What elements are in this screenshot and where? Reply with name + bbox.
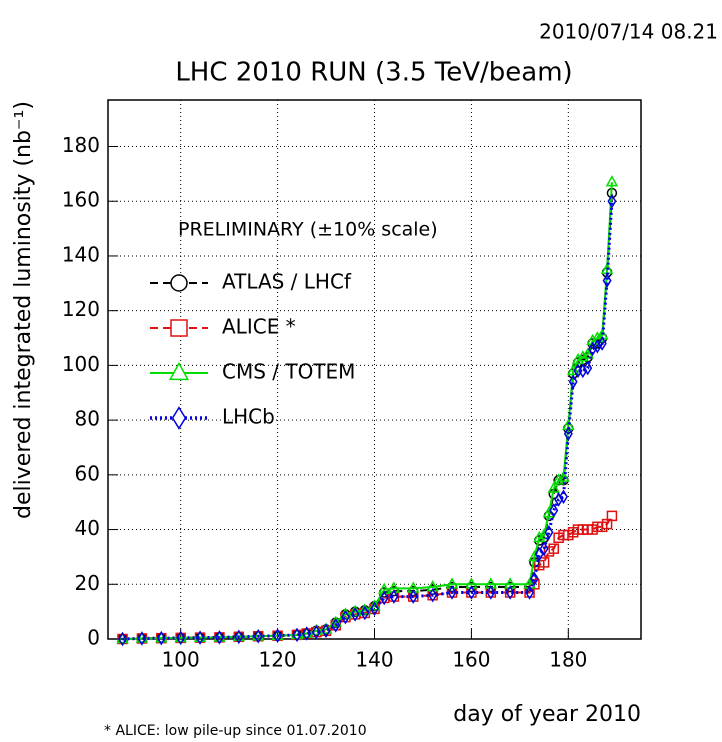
series-line <box>122 201 614 641</box>
x-tick-label: 100 <box>162 648 200 672</box>
legend-label: ALICE * <box>222 315 296 339</box>
marker <box>534 546 544 562</box>
marker <box>557 470 570 482</box>
y-axis-label: delivered integrated luminosity (nb⁻¹) <box>11 101 36 519</box>
legend-marker <box>168 361 190 381</box>
legend-label: LHCb <box>222 405 275 429</box>
marker <box>607 193 617 209</box>
marker <box>389 589 399 604</box>
marker <box>214 630 224 645</box>
x-axis-label: day of year 2010 <box>453 702 641 727</box>
legend-title: PRELIMINARY (±10% scale) <box>178 219 438 241</box>
y-tick-label: 80 <box>75 407 100 431</box>
marker <box>505 585 515 600</box>
marker <box>549 503 559 518</box>
y-tick-label: 120 <box>62 297 100 321</box>
marker <box>602 273 612 288</box>
marker <box>360 605 370 621</box>
marker <box>548 543 560 554</box>
marker <box>311 624 321 640</box>
timestamp: 2010/07/14 08.21 <box>539 20 718 44</box>
marker <box>547 481 561 493</box>
y-tick-label: 60 <box>75 461 100 485</box>
y-tick-label: 100 <box>62 352 100 376</box>
marker <box>571 352 585 365</box>
y-tick-label: 140 <box>62 242 100 266</box>
marker <box>273 628 283 643</box>
marker <box>329 615 342 627</box>
marker <box>552 473 565 485</box>
marker <box>176 630 186 646</box>
marker <box>568 374 578 390</box>
marker <box>544 525 554 540</box>
marker <box>118 631 128 647</box>
marker <box>539 541 549 556</box>
x-tick-label: 140 <box>355 648 393 672</box>
marker <box>370 601 379 617</box>
marker <box>606 510 618 522</box>
y-tick-label: 0 <box>87 626 100 650</box>
marker <box>486 585 496 600</box>
series-line <box>122 192 613 640</box>
marker <box>563 426 573 442</box>
marker <box>428 587 438 603</box>
marker <box>350 607 360 622</box>
marker <box>340 609 350 625</box>
marker <box>379 590 389 606</box>
footnote: * ALICE: low pile-up since 01.07.2010 <box>104 723 367 739</box>
marker <box>583 360 593 376</box>
x-tick-label: 180 <box>549 648 587 672</box>
y-tick-label: 160 <box>62 188 100 212</box>
marker <box>339 607 352 619</box>
marker <box>581 347 594 359</box>
marker <box>558 489 568 505</box>
y-tick-label: 20 <box>75 571 100 595</box>
marker <box>292 627 302 643</box>
marker <box>156 630 166 646</box>
legend-marker <box>170 274 188 292</box>
marker <box>253 628 263 644</box>
y-tick-label: 40 <box>75 516 100 540</box>
marker <box>321 623 331 639</box>
marker <box>331 618 341 633</box>
legend-marker <box>170 319 188 337</box>
marker <box>529 571 539 587</box>
legend-label: ATLAS / LHCf <box>222 270 352 294</box>
marker <box>137 631 147 646</box>
marker <box>358 603 372 615</box>
y-tick-label: 180 <box>62 133 100 157</box>
marker <box>466 585 476 600</box>
marker <box>597 336 607 351</box>
legend-marker <box>171 406 187 430</box>
marker <box>234 629 244 645</box>
legend-label: CMS / TOTEM <box>222 360 355 384</box>
marker <box>538 557 550 568</box>
marker <box>195 630 205 645</box>
marker <box>368 599 381 611</box>
marker <box>447 585 457 600</box>
chart-title: LHC 2010 RUN (3.5 TeV/beam) <box>175 58 572 88</box>
marker <box>348 604 362 616</box>
x-tick-label: 160 <box>452 648 490 672</box>
marker <box>533 530 546 543</box>
marker <box>525 585 535 600</box>
marker <box>408 589 418 604</box>
marker <box>605 175 619 187</box>
x-tick-label: 120 <box>258 648 296 672</box>
marker <box>302 626 312 641</box>
marker <box>576 350 590 362</box>
